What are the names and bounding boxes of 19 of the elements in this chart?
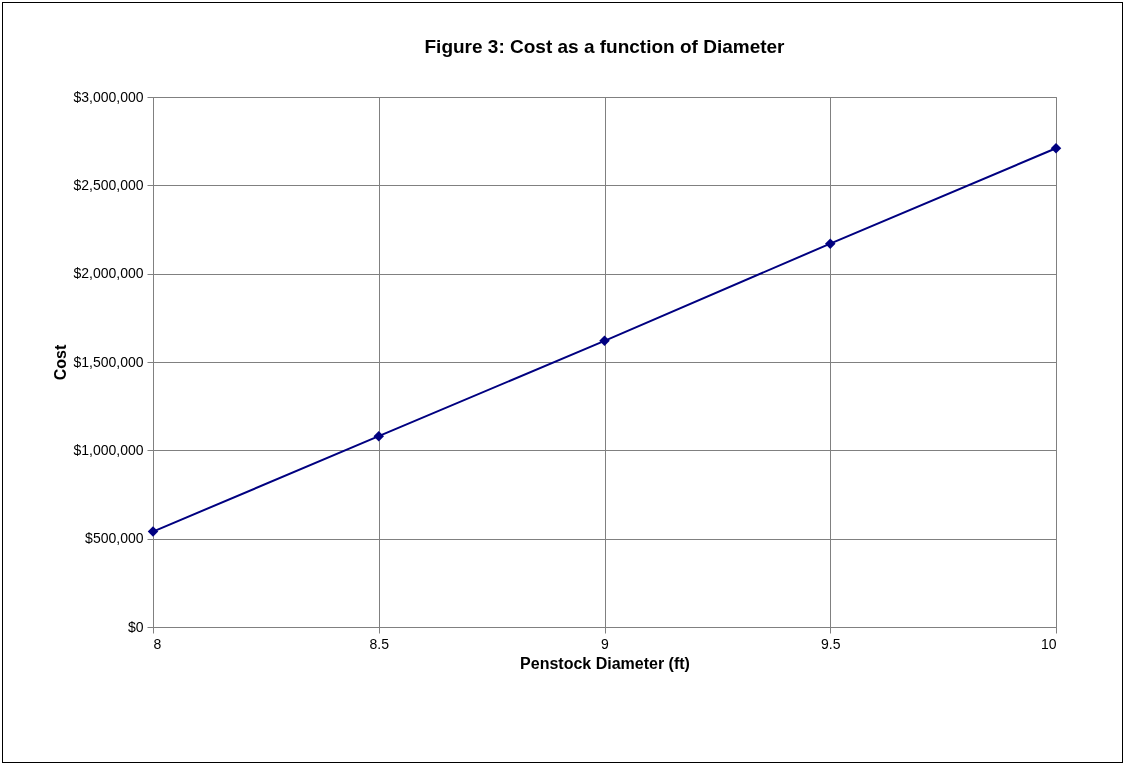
point [1050,142,1062,154]
y-axis-title: Cost [52,344,70,381]
point [373,430,384,442]
y-tick-label: $500,000 [85,530,144,547]
y-tick-label: $2,000,000 [73,265,144,282]
y-tick-label: $1,000,000 [73,441,144,458]
x-tick-label: 10 [1040,635,1057,652]
x-tick-label: 8.5 [369,635,390,652]
y-tick-label: $1,500,000 [73,353,144,370]
point [599,335,610,347]
chart-title: Figure 3: Cost as a function of Diameter [424,36,786,57]
y-tick-label: $0 [127,618,144,635]
x-axis-title: Penstock Diameter (ft) [520,654,690,672]
point [825,238,836,249]
y-tick-label: $3,000,000 [73,88,144,105]
x-tick-label: 8 [153,635,162,652]
x-tick-label: 9 [601,635,610,652]
x-tick-label: 9.5 [821,635,841,652]
y-tick-label: $2,500,000 [73,176,144,193]
